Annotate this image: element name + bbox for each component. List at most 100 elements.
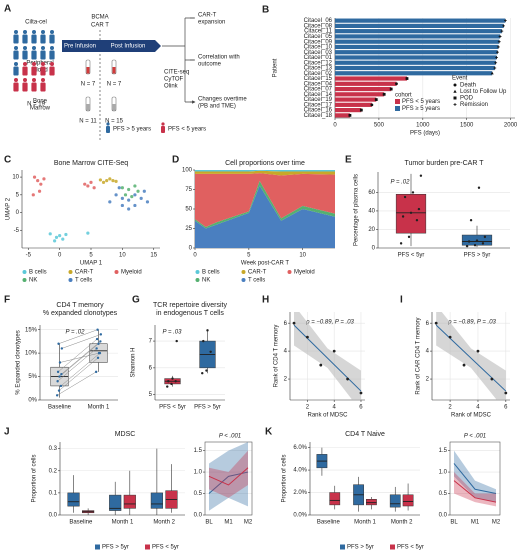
event-marker: [496, 50, 499, 54]
annotation: P = .02: [66, 330, 86, 336]
point: [97, 351, 101, 355]
point: [469, 218, 473, 222]
point: [36, 179, 40, 183]
annotation: P < .001: [464, 434, 486, 440]
x-axis-label: Week post-CAR T: [241, 261, 289, 267]
legend-swatch: [195, 270, 200, 274]
y-axis-label: Percentage of plasma cells: [354, 174, 360, 246]
tubes: [85, 59, 117, 112]
outcome-label: outcome: [198, 62, 222, 68]
legend-label: PFS > 5 years: [113, 127, 151, 133]
pair-line: [61, 341, 101, 375]
y-tick-label: Citacel_05: [304, 34, 333, 40]
assay-label: CyTOF: [164, 77, 184, 83]
y-tick-label: 0.0: [439, 513, 448, 519]
sample-label: Marrow: [30, 106, 51, 112]
y-tick-label: Citacel_06: [304, 18, 333, 24]
legend-label: POD: [460, 96, 474, 102]
point: [490, 377, 494, 381]
point: [403, 195, 407, 199]
x-tick-label: BL: [450, 520, 458, 526]
point: [483, 235, 487, 239]
y-tick-label: 2: [284, 377, 288, 383]
line: [453, 463, 497, 495]
point: [174, 380, 177, 383]
bar: [335, 39, 500, 44]
legend-swatch: [241, 278, 246, 282]
bar: [335, 55, 497, 60]
point: [407, 235, 411, 239]
point: [111, 179, 115, 183]
y-tick-label: 0.3: [49, 446, 58, 452]
y-tick-label: 25: [185, 226, 192, 232]
point: [57, 389, 61, 392]
y-tick-label: Citacel_15: [304, 76, 333, 82]
legend-symbol: [453, 83, 457, 87]
person-icon: [22, 50, 28, 60]
x-tick-label: PFS < 5yr: [398, 253, 425, 259]
y-tick-label: 0.2: [49, 468, 58, 474]
chart-title: Cell proportions over time: [225, 160, 305, 167]
legend-label: CAR-T: [75, 270, 94, 276]
y-tick-label: 6: [426, 321, 430, 327]
point: [101, 180, 106, 185]
point: [205, 369, 208, 372]
car-label: BCMA: [91, 15, 108, 21]
event-marker: [389, 87, 393, 91]
point: [136, 189, 140, 193]
panel-letter: K: [265, 427, 273, 438]
legend-swatch: [145, 544, 150, 550]
y-tick-label: 7: [149, 339, 153, 345]
point: [60, 347, 64, 350]
y-tick-label: Citacel_18: [304, 113, 333, 119]
pair-line: [57, 338, 98, 373]
area: [195, 173, 335, 227]
y-tick-label: Citacel_08: [304, 23, 333, 29]
point: [170, 382, 173, 386]
y-tick-label: 10%: [25, 351, 38, 357]
point: [477, 186, 481, 189]
person-icon: [40, 66, 46, 76]
point: [56, 370, 60, 374]
point: [359, 391, 363, 395]
car-label: CAR T: [91, 23, 109, 29]
y-tick-label: Citacel_14: [304, 92, 333, 98]
legend-label: PFS > 5yr: [102, 545, 129, 551]
legend-swatch: [395, 106, 400, 111]
point: [61, 237, 65, 241]
legend-label: B cells: [29, 270, 47, 276]
person-icon: [31, 66, 37, 76]
legend-label: Remission: [460, 102, 488, 108]
x-tick-label: 10: [119, 253, 126, 259]
x-tick-label: 1000: [416, 123, 430, 129]
point: [39, 182, 43, 186]
event-marker: [395, 82, 398, 86]
legend-label: Death: [460, 83, 476, 89]
point: [332, 349, 336, 353]
y-tick-label: 0: [189, 246, 193, 252]
point: [411, 191, 415, 194]
product-label: Cilta-cel: [25, 20, 47, 26]
point: [409, 211, 413, 214]
event-marker: [498, 35, 502, 38]
assay-label: CITE-seq: [164, 70, 189, 76]
bar: [335, 81, 397, 86]
x-tick-label: 2000: [504, 123, 518, 129]
x-tick-label: 0: [193, 253, 197, 259]
y-axis-label: Proportion of cells: [282, 454, 288, 502]
y-tick-label: Citacel_04: [304, 81, 333, 87]
panel-a: A Cilta-cel N = 19 BCMA CAR T Pre Infusi…: [4, 4, 247, 142]
ribbon: [454, 472, 496, 507]
chart-title: CD4 T Naive: [345, 431, 385, 438]
annotation: ρ = −0.89, P = .03: [447, 320, 496, 326]
x-tick-label: Baseline: [69, 520, 93, 526]
y-tick-label: 1.5: [194, 448, 203, 454]
x-tick-label: PFS < 5yr: [159, 405, 186, 411]
person-icon: [14, 62, 18, 66]
box-body: [67, 492, 80, 507]
pair-line: [57, 348, 97, 382]
point: [133, 203, 137, 208]
y-tick-label: Citacel_09: [304, 39, 333, 45]
y-tick-label: 0.1: [49, 490, 58, 496]
